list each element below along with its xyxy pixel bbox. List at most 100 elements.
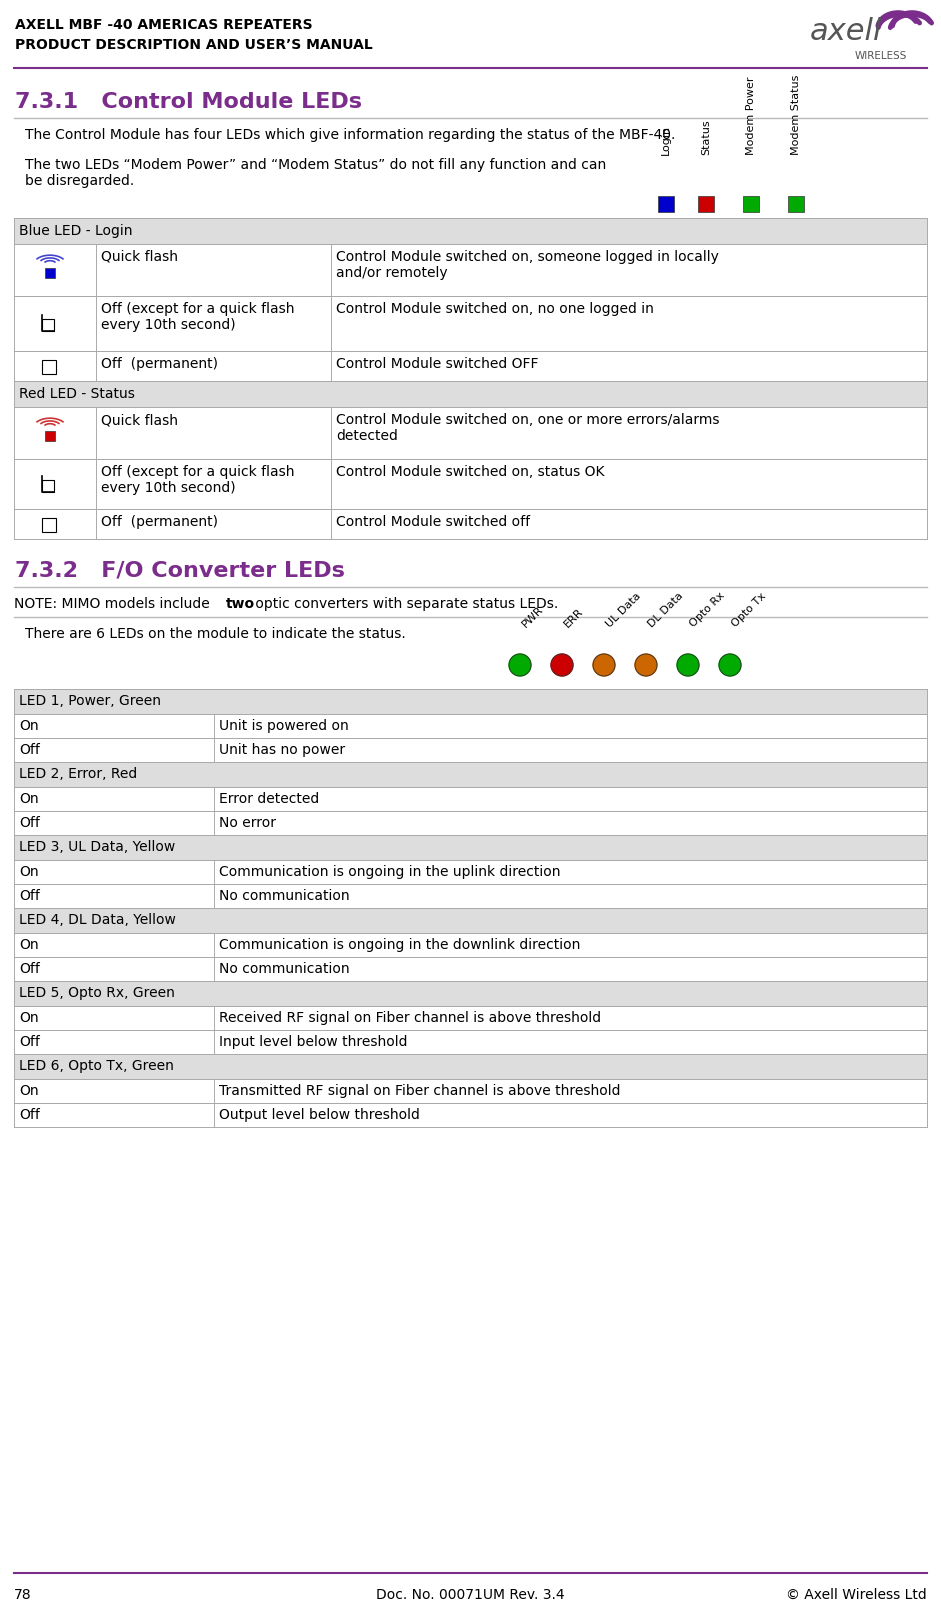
Text: Output level below threshold: Output level below threshold	[219, 1108, 420, 1123]
Text: LED 6, Opto Tx, Green: LED 6, Opto Tx, Green	[19, 1059, 174, 1073]
Text: Opto Tx: Opto Tx	[730, 590, 768, 629]
Text: Unit is powered on: Unit is powered on	[219, 719, 349, 733]
Text: PRODUCT DESCRIPTION AND USER’S MANUAL: PRODUCT DESCRIPTION AND USER’S MANUAL	[15, 38, 373, 51]
Text: NOTE: MIMO models include: NOTE: MIMO models include	[14, 597, 215, 611]
Text: LED 4, DL Data, Yellow: LED 4, DL Data, Yellow	[19, 913, 176, 927]
Text: two: two	[226, 597, 255, 611]
Bar	[14, 407, 927, 459]
Text: LED 1, Power, Green: LED 1, Power, Green	[19, 695, 161, 707]
Bar	[14, 958, 927, 982]
Bar	[42, 319, 54, 330]
Text: Off: Off	[19, 743, 40, 757]
Circle shape	[719, 654, 741, 675]
Text: Error detected: Error detected	[219, 792, 319, 805]
Bar	[14, 297, 927, 351]
Text: LED 2, Error, Red: LED 2, Error, Red	[19, 767, 137, 781]
Text: There are 6 LEDs on the module to indicate the status.: There are 6 LEDs on the module to indica…	[25, 627, 406, 642]
Text: Off: Off	[19, 1035, 40, 1049]
Text: 7.3.2   F/O Converter LEDs: 7.3.2 F/O Converter LEDs	[15, 561, 344, 581]
Text: Doc. No. 00071UM Rev. 3.4: Doc. No. 00071UM Rev. 3.4	[375, 1588, 565, 1602]
Bar	[45, 431, 55, 441]
Bar	[14, 690, 927, 714]
Text: No communication: No communication	[219, 962, 350, 975]
Bar	[42, 518, 56, 533]
Text: Off (except for a quick flash
every 10th second): Off (except for a quick flash every 10th…	[101, 302, 295, 332]
Text: WIRELESS: WIRELESS	[855, 51, 907, 61]
Text: On: On	[19, 719, 39, 733]
Bar	[14, 884, 927, 908]
Text: No communication: No communication	[219, 889, 350, 903]
Text: Control Module switched on, status OK: Control Module switched on, status OK	[336, 465, 604, 480]
Text: Control Module switched OFF: Control Module switched OFF	[336, 358, 538, 371]
Bar	[698, 196, 714, 212]
Bar	[14, 351, 927, 382]
Text: Red LED - Status: Red LED - Status	[19, 387, 135, 401]
Text: Control Module switched off: Control Module switched off	[336, 515, 530, 529]
Bar	[14, 382, 927, 407]
Text: AXELL MBF -40 AMERICAS REPEATERS: AXELL MBF -40 AMERICAS REPEATERS	[15, 18, 312, 32]
Text: No error: No error	[219, 816, 276, 829]
Bar	[14, 860, 927, 884]
Bar	[14, 508, 927, 539]
Text: On: On	[19, 938, 39, 953]
Text: DL Data: DL Data	[646, 590, 685, 629]
Text: Off: Off	[19, 889, 40, 903]
Circle shape	[509, 654, 531, 675]
Bar	[14, 762, 927, 788]
Text: 78: 78	[14, 1588, 32, 1602]
Bar	[14, 836, 927, 860]
Text: ERR: ERR	[562, 606, 585, 629]
Text: Blue LED - Login: Blue LED - Login	[19, 225, 133, 237]
Text: Off: Off	[19, 816, 40, 829]
Text: 7.3.1   Control Module LEDs: 7.3.1 Control Module LEDs	[15, 91, 362, 112]
Text: Received RF signal on Fiber channel is above threshold: Received RF signal on Fiber channel is a…	[219, 1011, 601, 1025]
Bar	[14, 218, 927, 244]
Bar	[14, 1104, 927, 1128]
Text: On: On	[19, 865, 39, 879]
Bar	[14, 1079, 927, 1104]
Text: Off  (permanent): Off (permanent)	[101, 515, 218, 529]
Text: Unit has no power: Unit has no power	[219, 743, 345, 757]
Bar	[14, 1030, 927, 1054]
Bar	[14, 908, 927, 934]
Text: On: On	[19, 1084, 39, 1099]
Text: Control Module switched on, no one logged in: Control Module switched on, no one logge…	[336, 302, 654, 316]
Bar	[743, 196, 759, 212]
Bar	[14, 1054, 927, 1079]
Text: Login: Login	[661, 125, 671, 156]
Text: On: On	[19, 792, 39, 805]
Text: Off  (permanent): Off (permanent)	[101, 358, 218, 371]
Text: Off: Off	[19, 962, 40, 975]
Bar	[14, 934, 927, 958]
Bar	[14, 812, 927, 836]
Text: LED 3, UL Data, Yellow: LED 3, UL Data, Yellow	[19, 840, 175, 853]
Text: Modem Power: Modem Power	[746, 77, 756, 156]
Text: Quick flash: Quick flash	[101, 250, 178, 265]
Text: Status: Status	[701, 119, 711, 156]
Text: On: On	[19, 1011, 39, 1025]
Text: The two LEDs “Modem Power” and “Modem Status” do not fill any function and can
b: The two LEDs “Modem Power” and “Modem St…	[25, 159, 606, 188]
Bar	[42, 359, 56, 374]
Bar	[45, 268, 55, 277]
Text: Control Module switched on, one or more errors/alarms
detected: Control Module switched on, one or more …	[336, 412, 720, 443]
Text: Off: Off	[19, 1108, 40, 1123]
Text: Modem Status: Modem Status	[791, 75, 801, 156]
Text: Communication is ongoing in the uplink direction: Communication is ongoing in the uplink d…	[219, 865, 561, 879]
Text: Control Module switched on, someone logged in locally
and/or remotely: Control Module switched on, someone logg…	[336, 250, 719, 281]
Text: Communication is ongoing in the downlink direction: Communication is ongoing in the downlink…	[219, 938, 581, 953]
Bar	[14, 738, 927, 762]
Circle shape	[677, 654, 699, 675]
Bar	[788, 196, 804, 212]
Bar	[42, 480, 54, 492]
Text: © Axell Wireless Ltd: © Axell Wireless Ltd	[787, 1588, 927, 1602]
Text: PWR: PWR	[520, 603, 545, 629]
Bar	[14, 1006, 927, 1030]
Text: Transmitted RF signal on Fiber channel is above threshold: Transmitted RF signal on Fiber channel i…	[219, 1084, 620, 1099]
Text: Opto Rx: Opto Rx	[688, 590, 726, 629]
Text: The Control Module has four LEDs which give information regarding the status of : The Control Module has four LEDs which g…	[25, 128, 676, 143]
Bar	[14, 244, 927, 297]
Text: Quick flash: Quick flash	[101, 412, 178, 427]
Circle shape	[593, 654, 615, 675]
Bar	[14, 459, 927, 508]
Text: LED 5, Opto Rx, Green: LED 5, Opto Rx, Green	[19, 986, 175, 999]
